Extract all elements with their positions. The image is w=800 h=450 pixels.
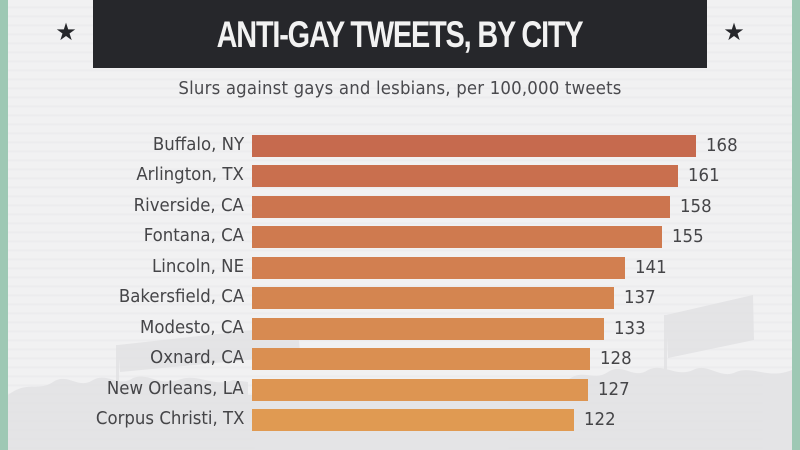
bar-row: Fontana, CA 155 [8,225,792,249]
category-label: Fontana, CA [143,225,244,247]
bar-row: Buffalo, NY 168 [8,134,792,157]
value-label: 133 [614,317,646,339]
bar [252,165,678,188]
bar-row: Modesto, CA 133 [8,316,792,340]
bar-row: Bakersfield, CA 137 [8,286,792,310]
star-icon: ★ [55,18,77,46]
protest-crowd-silhouette [8,295,792,450]
bar-row: Arlington, TX 161 [8,164,792,188]
value-label: 161 [688,165,720,187]
infographic-panel: ANTI-GAY TWEETS, BY CITY ★ ★ Slurs again… [8,0,792,450]
bar-chart: Buffalo, NY 168 Arlington, TX 161 Riverside,… [8,0,792,450]
category-label: Modesto, CA [140,316,244,338]
bar [252,287,614,310]
star-icon: ★ [723,18,745,46]
value-label: 122 [584,409,616,431]
bar-row: Riverside, CA 158 [8,194,792,218]
bar-row: New Orleans, LA 127 [8,377,792,401]
category-label: Corpus Christi, TX [95,408,244,430]
bar-row: Oxnard, CA 128 [8,347,792,371]
bar [252,256,625,279]
category-label: Lincoln, NE [151,255,244,277]
value-label: 141 [635,256,667,278]
bar-row: Corpus Christi, TX 122 [8,408,792,432]
title-banner: ANTI-GAY TWEETS, BY CITY [93,0,707,68]
bar [252,378,588,401]
bar [252,348,590,371]
bar-row: Lincoln, NE 141 [8,255,792,279]
value-label: 127 [598,378,630,400]
category-label: Buffalo, NY [152,134,244,155]
category-label: Riverside, CA [133,194,244,216]
bar [252,317,604,340]
bar [252,195,670,218]
category-label: New Orleans, LA [107,377,244,399]
chart-subtitle: Slurs against gays and lesbians, per 100… [178,78,622,99]
value-label: 137 [624,287,656,309]
bar [252,226,662,249]
chart-title: ANTI-GAY TWEETS, BY CITY [217,14,584,55]
bar [252,409,574,432]
value-label: 158 [680,195,712,217]
category-label: Arlington, TX [136,164,244,186]
category-label: Bakersfield, CA [118,286,244,308]
value-label: 168 [706,135,738,156]
value-label: 155 [672,226,704,248]
bar [252,135,696,157]
category-label: Oxnard, CA [150,347,244,369]
value-label: 128 [600,348,632,370]
